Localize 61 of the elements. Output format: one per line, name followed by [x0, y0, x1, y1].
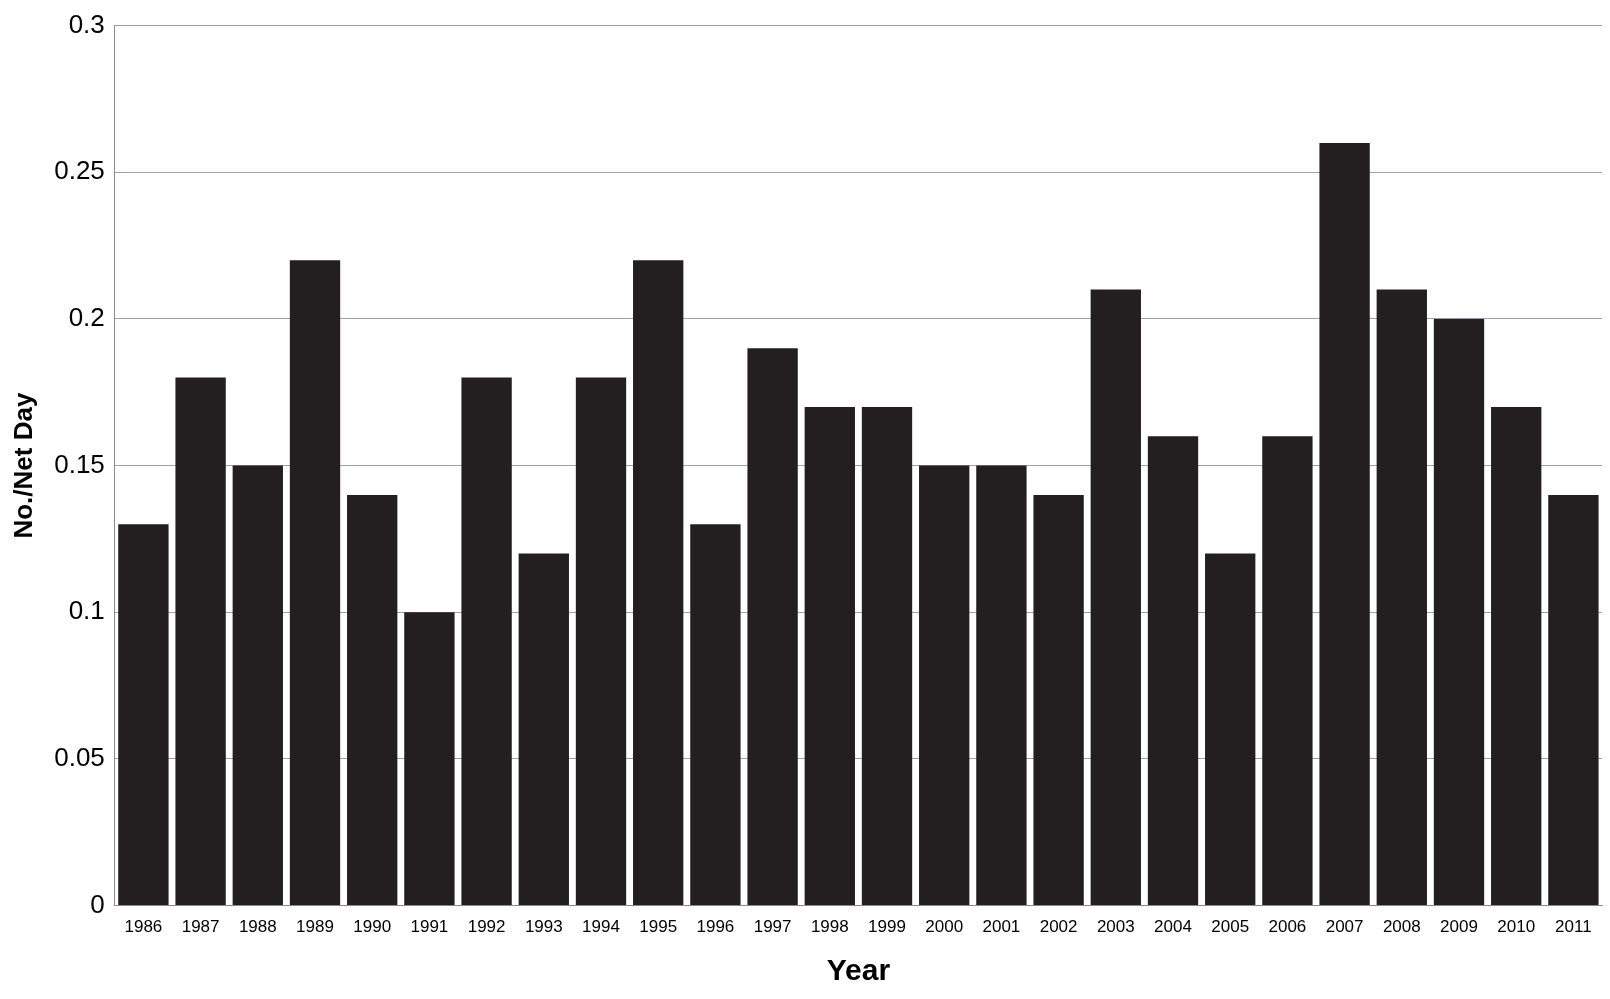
bar: [232, 465, 283, 906]
x-tick-label: 2008: [1382, 917, 1421, 937]
x-tick-label: 1992: [467, 917, 506, 937]
y-tick-label: 0.15: [54, 448, 105, 479]
x-tick-label: 1988: [238, 917, 277, 937]
x-tick-label: 1986: [124, 917, 163, 937]
y-tick-label: 0.2: [68, 302, 105, 333]
x-tick-label: 1996: [696, 917, 735, 937]
x-tick-label: 1998: [810, 917, 849, 937]
x-tick-label: 2003: [1096, 917, 1135, 937]
bar: [1090, 289, 1141, 906]
y-axis-title: No./Net Day: [7, 392, 38, 539]
y-tick-label: 0.25: [54, 155, 105, 186]
bar: [690, 524, 741, 906]
x-tick-label: 2001: [982, 917, 1021, 937]
y-tick-label: 0.3: [68, 8, 105, 39]
x-tick-label: 1995: [639, 917, 678, 937]
x-tick-label: 2000: [925, 917, 964, 937]
bar: [518, 553, 569, 906]
bar: [118, 524, 169, 906]
x-tick-label: 1991: [410, 917, 449, 937]
x-tick-label: 1997: [753, 917, 792, 937]
x-tick-label: 1994: [582, 917, 620, 937]
y-tick-label: 0.05: [54, 742, 105, 773]
x-tick-label: 1989: [296, 917, 334, 937]
bar: [1147, 436, 1199, 906]
x-tick-label: 2009: [1440, 917, 1478, 937]
bar: [1376, 289, 1427, 906]
x-tick-label: 2007: [1325, 917, 1364, 937]
bar: [1433, 318, 1485, 906]
bar: [1033, 494, 1084, 906]
x-tick-label: 1987: [181, 917, 220, 937]
x-tick-label: 2005: [1211, 917, 1250, 937]
x-axis-title: Year: [826, 953, 891, 987]
bar: [1319, 142, 1370, 906]
bar: [461, 377, 512, 906]
bar: [289, 260, 341, 906]
bar: [747, 348, 798, 906]
x-tick-label: 2006: [1268, 917, 1307, 937]
bar: [804, 406, 855, 906]
bar: [919, 465, 970, 906]
x-tick-label: 1990: [353, 917, 392, 937]
bar: [976, 465, 1027, 906]
x-tick-label: 2002: [1039, 917, 1078, 937]
y-tick-label: 0.1: [68, 595, 105, 626]
bar: [575, 377, 627, 906]
bar: [1205, 553, 1256, 906]
bar: [404, 612, 455, 906]
bar: [1262, 436, 1313, 906]
bar: [861, 406, 913, 906]
x-tick-label: 2004: [1154, 917, 1192, 937]
bar: [1491, 406, 1542, 906]
x-tick-label: 2010: [1497, 917, 1536, 937]
bar: [347, 494, 398, 906]
x-tick-label: 1993: [524, 917, 563, 937]
bar: [1548, 494, 1599, 906]
x-tick-label: 2011: [1555, 917, 1592, 937]
bar: [175, 377, 226, 906]
y-tick-label: 0: [90, 888, 105, 919]
bar: [633, 260, 684, 906]
x-tick-label: 1999: [868, 917, 906, 937]
